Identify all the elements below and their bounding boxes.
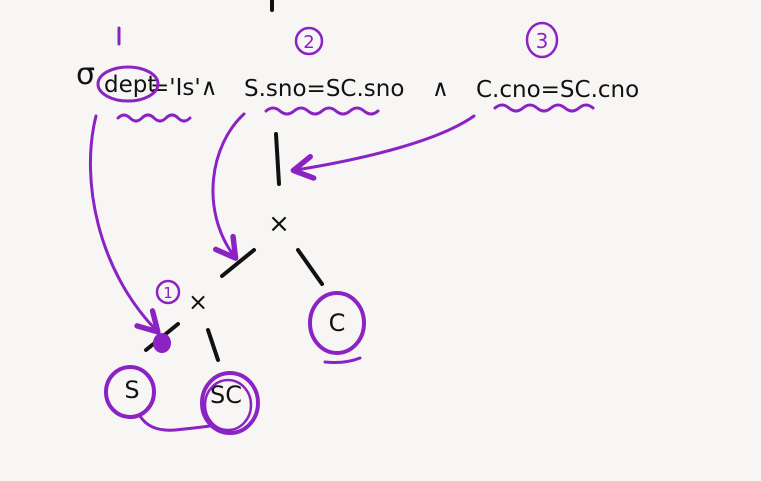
edge-bottom-right	[206, 328, 220, 362]
underline-s-sc-join	[264, 106, 380, 116]
circled-2-ring	[294, 26, 324, 56]
sigma-symbol: σ	[76, 57, 95, 92]
edge-top-left	[220, 248, 256, 278]
predicate-is-and: ='Is'∧	[150, 75, 218, 101]
leaf-sc-circle	[200, 371, 260, 435]
tree-step-1-ring	[155, 279, 181, 305]
predicate-c-sc-join: C.cno=SC.cno	[476, 77, 639, 103]
underline-c-sc-join	[493, 103, 595, 113]
circled-3-number: 3	[536, 29, 549, 53]
circled-2-number: 2	[303, 32, 314, 53]
dept-highlight-circle	[96, 65, 160, 103]
leaf-sc-circle-2	[203, 378, 253, 432]
product-top: ×	[268, 209, 290, 239]
predicate-dept: dept	[104, 72, 156, 98]
leaf-c-circle	[308, 291, 366, 355]
leaf-sc-label: SC	[210, 381, 242, 409]
edge-top-right	[296, 248, 324, 286]
arrow-join-s-sc	[211, 112, 246, 261]
product-bottom: ×	[188, 288, 208, 316]
arrow-join-c-sc	[290, 114, 476, 181]
leaf-s-circle	[104, 365, 156, 419]
selection-push-dot	[153, 333, 171, 353]
and-symbol-2: ∧	[432, 76, 449, 102]
circled-3-ring	[525, 21, 559, 59]
selection-edge	[274, 132, 281, 186]
predicate-s-sc-join: S.sno=SC.sno	[244, 76, 404, 102]
underline-dept	[116, 113, 192, 123]
s-sc-link	[138, 414, 212, 432]
leaf-c-underline	[323, 356, 362, 364]
arrow-dept-to-s	[88, 114, 161, 335]
leaf-c-label: C	[329, 309, 346, 337]
leaf-s-label: S	[124, 376, 139, 404]
tree-step-1-number: 1	[163, 284, 173, 302]
